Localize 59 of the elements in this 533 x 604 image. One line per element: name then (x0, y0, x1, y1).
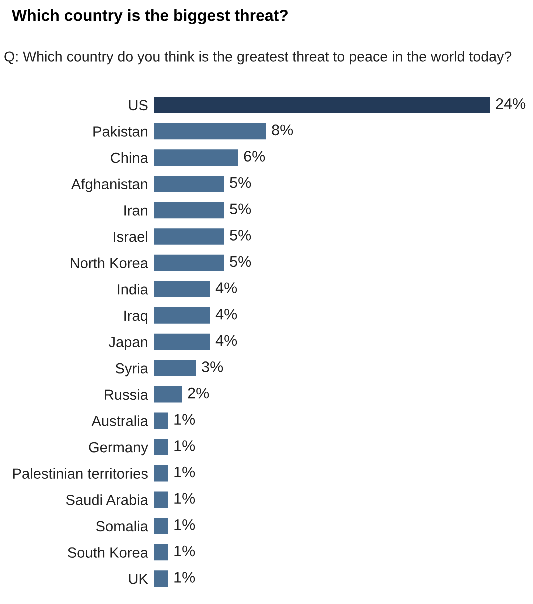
data-label: 1% (174, 572, 196, 583)
data-label: 5% (230, 256, 252, 268)
bar (154, 570, 168, 587)
data-label: 5% (230, 204, 252, 215)
data-label: 1% (174, 546, 196, 557)
y-tick-label: Israel (114, 231, 148, 242)
y-tick-label: Saudi Arabia (66, 494, 148, 506)
bar (154, 281, 210, 298)
y-tick-label: Iraq (124, 310, 148, 324)
data-label: 2% (188, 388, 210, 399)
bar (154, 176, 224, 192)
data-label: 5% (230, 177, 252, 188)
y-tick-label: Palestinian territories (13, 468, 148, 480)
data-label: 24% (496, 98, 526, 110)
bar (154, 123, 266, 140)
y-tick-label: Pakistan (94, 126, 148, 137)
bar (154, 386, 182, 403)
bar (154, 360, 196, 376)
data-label: 1% (174, 440, 196, 452)
data-label: 6% (244, 151, 266, 162)
bar (154, 334, 210, 350)
y-tick-label: South Korea (68, 547, 148, 558)
data-label: 1% (174, 414, 196, 425)
y-tick-label: Syria (116, 363, 148, 377)
bar (154, 465, 168, 482)
bar (154, 202, 224, 219)
data-label: 5% (230, 230, 252, 241)
bar (154, 228, 224, 245)
bar (154, 412, 168, 430)
y-tick-label: India (118, 284, 148, 295)
y-tick-label: Somalia (96, 520, 148, 532)
y-tick-label: Iran (124, 206, 148, 216)
y-tick-label: UK (129, 574, 148, 584)
data-label: 1% (174, 493, 196, 504)
data-label: 4% (216, 282, 238, 294)
y-tick-label: North Korea (71, 258, 148, 268)
y-tick-label: US (129, 100, 148, 111)
chart-subtitle: Q: Which country do you think is the greatest threat to peace in the world today? (4, 51, 512, 65)
chart-title: Which country is the biggest threat? (12, 10, 288, 24)
y-tick-label: Australia (92, 416, 148, 426)
y-tick-label: Russia (105, 389, 148, 400)
data-label: 4% (216, 335, 238, 346)
y-tick-label: China (111, 152, 148, 164)
y-tick-label: Germany (89, 442, 148, 456)
data-label: 1% (174, 520, 196, 530)
data-label: 3% (202, 362, 224, 372)
bar (154, 97, 490, 114)
y-tick-label: Japan (108, 337, 148, 350)
data-label: 4% (216, 309, 238, 320)
bar (154, 492, 168, 508)
bar (154, 150, 238, 166)
bar (154, 254, 224, 272)
bar (154, 308, 210, 324)
data-label: 8% (272, 124, 294, 136)
bar (154, 544, 168, 561)
data-label: 1% (174, 466, 196, 478)
bar (154, 439, 168, 456)
bar (154, 518, 168, 534)
y-tick-label: Afghanistan (71, 178, 148, 192)
